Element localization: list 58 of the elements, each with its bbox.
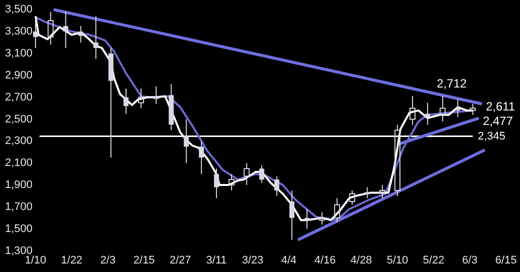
x-tick-label: 2/3 [100, 254, 116, 266]
annotation: 2,712 [436, 76, 468, 90]
y-tick-label: 3,100 [4, 47, 33, 60]
y-tick-label: 2,300 [4, 135, 33, 148]
candlestick [259, 164, 264, 184]
y-tick-label: 1,300 [4, 244, 33, 257]
x-tick-label: 6/3 [462, 254, 478, 266]
candlestick [289, 190, 294, 240]
candlestick [198, 140, 204, 175]
x-tick-label: 1/10 [24, 254, 46, 266]
candlestick [138, 88, 144, 109]
y-tick-label: 1,500 [4, 222, 33, 235]
y-tick-label: 2,900 [4, 69, 33, 82]
candlestick [364, 186, 370, 199]
candlestick [410, 95, 416, 126]
y-tick-label: 2,700 [4, 91, 33, 104]
x-tick-label: 5/22 [422, 254, 444, 266]
candlestick [349, 190, 356, 206]
candlestick [455, 99, 460, 118]
x-tick-label: 2/15 [133, 254, 155, 266]
ref-line-label: 2,345 [478, 130, 506, 142]
candlestick [319, 212, 326, 225]
candlestick [48, 11, 54, 46]
candlestick [334, 198, 340, 223]
x-tick-label: 4/16 [314, 254, 336, 266]
candlestick [470, 103, 476, 116]
y-tick-label: 1,700 [4, 200, 33, 213]
x-tick-label: 4/4 [281, 254, 297, 266]
annotation: 2,477 [482, 114, 514, 128]
y-tick-label: 3,300 [4, 26, 33, 38]
x-tick-label: 2/27 [170, 254, 191, 266]
candlestick [63, 11, 68, 48]
x-tick-label: 5/10 [386, 254, 408, 266]
candlestick [214, 168, 219, 199]
y-tick-label: 3,500 [4, 4, 33, 16]
candlestick [153, 86, 160, 104]
candlestick [78, 26, 84, 43]
y-tick-label: 2,100 [4, 157, 33, 170]
candlestick [33, 18, 38, 48]
candlestick [228, 174, 235, 191]
candlestick [425, 102, 430, 126]
x-tick-label: 3/11 [206, 254, 227, 266]
annotation: 2,611 [486, 99, 516, 114]
candlestick [274, 176, 280, 196]
candlestick [440, 95, 446, 122]
candlestick [93, 16, 98, 60]
x-tick-label: 3/23 [242, 254, 264, 266]
x-tick-label: 4/28 [350, 254, 372, 266]
candlestick [244, 162, 250, 186]
candlestick [379, 184, 386, 199]
y-tick-label: 2,500 [4, 113, 33, 126]
y-tick-label: 1,900 [4, 179, 33, 192]
x-tick-label: 6/15 [495, 254, 517, 266]
candlestick [124, 88, 129, 114]
candlestick [184, 118, 189, 164]
candlestick [304, 208, 310, 230]
candlestick [394, 124, 400, 196]
x-tick-label: 1/22 [61, 254, 82, 266]
